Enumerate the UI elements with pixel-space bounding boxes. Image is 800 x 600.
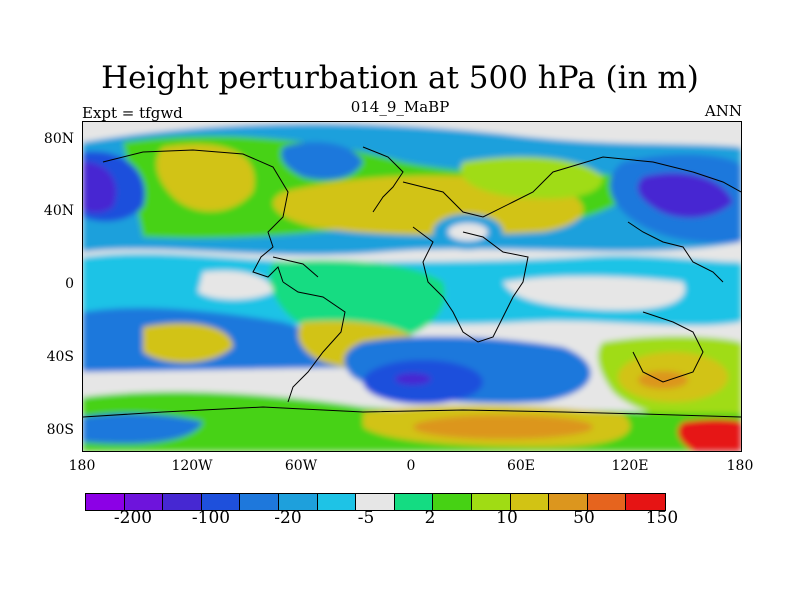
legend-label: 50	[573, 508, 595, 528]
lon-tick-label: 180	[68, 458, 96, 474]
legend-label: -5	[357, 508, 375, 528]
legend-label: -200	[113, 508, 153, 528]
legend-swatch	[317, 494, 357, 510]
lat-tick-label: 80N	[43, 131, 74, 147]
map-title: Height perturbation at 500 hPa (in m)	[101, 60, 699, 96]
legend-swatch	[201, 494, 241, 510]
lon-tick-label: 180	[726, 458, 754, 474]
legend-swatch	[394, 494, 434, 510]
lat-tick-label: 40S	[46, 349, 74, 365]
legend-swatch	[86, 494, 125, 510]
lon-tick-label: 60W	[284, 458, 318, 474]
legend-label: 2	[424, 508, 436, 528]
legend-swatch	[433, 494, 472, 510]
color-legend-bar	[85, 493, 666, 511]
lon-tick-label: 120E	[611, 458, 649, 474]
legend-swatch	[587, 494, 627, 510]
lat-tick-label: 40N	[43, 203, 74, 219]
legend-label: -20	[274, 508, 302, 528]
legend-swatch	[163, 494, 202, 510]
legend-swatch	[510, 494, 550, 510]
contour-map	[82, 121, 742, 452]
legend-swatch	[471, 494, 511, 510]
lon-tick-label: 0	[406, 458, 416, 474]
legend-label: 10	[496, 508, 518, 528]
coastlines	[83, 146, 741, 418]
case-label: 014_9_MaBP	[350, 98, 450, 116]
legend-label: -100	[191, 508, 231, 528]
legend-swatch	[356, 494, 395, 510]
contour-map-svg	[83, 122, 741, 451]
legend-label: 150	[645, 508, 679, 528]
lon-tick-label: 60E	[506, 458, 536, 474]
lat-tick-label: 80S	[46, 422, 74, 438]
legend-swatch	[278, 494, 318, 510]
legend-swatch	[626, 494, 665, 510]
legend-swatch	[549, 494, 588, 510]
lon-tick-label: 120W	[171, 458, 213, 474]
lat-tick-label: 0	[65, 276, 74, 292]
period-label: ANN	[704, 102, 742, 120]
legend-swatch	[124, 494, 164, 510]
contour-fill	[83, 122, 741, 451]
legend-swatch	[240, 494, 279, 510]
experiment-label: Expt = tfgwd	[82, 104, 183, 122]
